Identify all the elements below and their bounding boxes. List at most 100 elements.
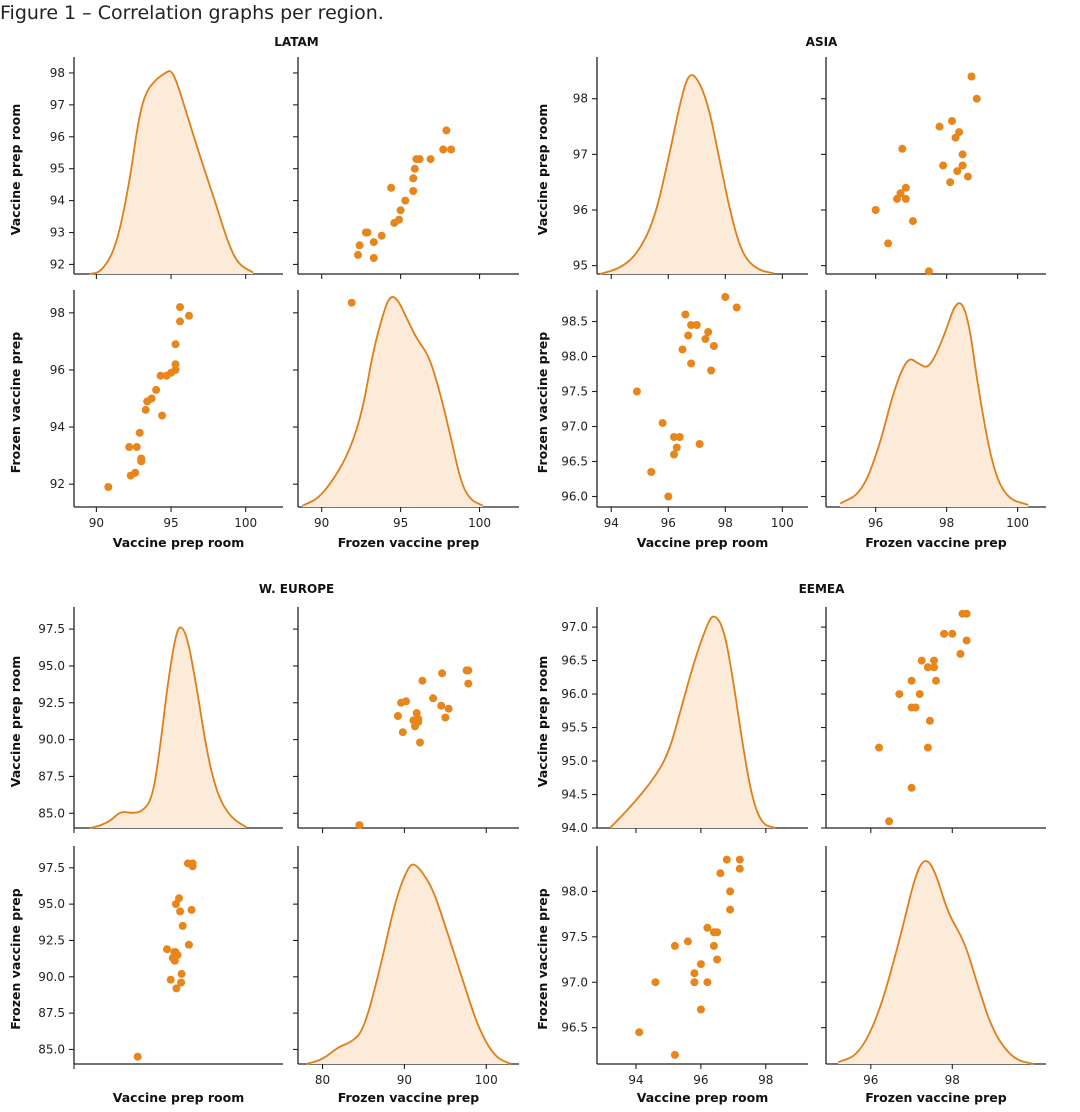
panel-density-room: 92 93 94 95 96 97 98 — [50, 57, 283, 279]
scatter-point — [464, 666, 473, 675]
scatter-point — [672, 443, 681, 452]
panel-density-frozen: 96 98 — [821, 846, 1046, 1087]
x-tick-label: 94 — [628, 1073, 643, 1087]
panel-scatter-bottom: 85.0 87.5 90.0 92.5 95.0 97.5 — [38, 846, 283, 1069]
scatter-point — [409, 174, 418, 183]
y-tick-label: 94 — [50, 420, 65, 434]
scatter-point — [958, 161, 967, 170]
y-axis-label: Vaccine prep room — [8, 104, 23, 236]
region-asia: ASIA 95 96 97 98 94 96 98 100 96.0 96.5 97.0 97.5 98.… — [535, 35, 1046, 550]
scatter-point — [871, 206, 880, 214]
scatter-point — [963, 172, 972, 181]
scatter-point — [152, 385, 161, 394]
y-tick-label: 97 — [50, 98, 65, 112]
y-axis-label: Frozen vaccine prep — [535, 332, 550, 474]
region-title: ASIA — [806, 35, 838, 49]
scatter-point — [647, 468, 656, 476]
x-tick-label: 98 — [939, 516, 954, 530]
y-tick-label: 97.0 — [561, 620, 588, 634]
scatter-point — [412, 709, 421, 718]
scatter-point — [726, 905, 735, 914]
panel-density-room: 95 96 97 98 — [573, 57, 808, 279]
scatter-point — [924, 267, 933, 276]
scatter-point — [429, 694, 438, 703]
region-title: W. EUROPE — [259, 582, 334, 596]
scatter-point — [166, 975, 175, 984]
density-line — [837, 860, 1034, 1065]
y-tick-label: 97.5 — [561, 385, 588, 399]
scatter-point — [678, 345, 687, 354]
scatter-point — [684, 331, 693, 340]
panel-density-room: 94.0 94.5 95.0 95.5 96.0 96.5 97.0 — [561, 607, 808, 835]
x-axis-label: Frozen vaccine prep — [338, 535, 480, 550]
density-line — [839, 302, 1029, 506]
y-tick-label: 92 — [50, 257, 65, 271]
y-tick-label: 96 — [50, 130, 65, 144]
scatter-point — [670, 433, 678, 441]
y-tick-label: 96.5 — [561, 455, 588, 469]
scatter-point — [104, 483, 113, 491]
density-line — [599, 74, 774, 275]
scatter-point — [884, 239, 893, 248]
x-tick-label: 100 — [771, 516, 794, 530]
scatter-point — [704, 328, 713, 336]
scatter-point — [732, 303, 741, 312]
scatter-point — [670, 1050, 679, 1059]
scatter-point — [713, 955, 722, 964]
scatter-point — [898, 144, 907, 153]
scatter-point — [687, 321, 696, 329]
scatter-point — [896, 189, 905, 198]
y-tick-label: 94 — [50, 194, 65, 208]
scatter-point — [387, 183, 396, 192]
y-tick-label: 95.0 — [38, 897, 65, 911]
x-axis-label: Vaccine prep room — [637, 535, 769, 550]
scatter-point — [911, 703, 920, 712]
scatter-point — [948, 117, 956, 125]
scatter-point — [464, 679, 473, 688]
x-tick-label: 98 — [945, 1073, 960, 1087]
scatter-point — [158, 411, 167, 420]
scatter-point — [184, 940, 193, 949]
scatter-point — [658, 419, 667, 427]
panel-scatter-bottom: 94 96 98 100 96.0 96.5 97.0 97.5 98.0 98.5 — [561, 290, 808, 530]
scatter-point — [687, 359, 696, 368]
y-tick-label: 98 — [50, 306, 65, 320]
scatter-point — [955, 128, 964, 137]
scatter-point — [187, 905, 196, 914]
scatter-point — [930, 656, 938, 665]
scatter-point — [137, 454, 146, 463]
y-tick-label: 96 — [50, 363, 65, 377]
density-fill — [89, 627, 247, 828]
scatter-point — [355, 821, 364, 830]
y-tick-label: 96.0 — [561, 687, 588, 701]
scatter-point — [437, 701, 446, 710]
scatter-point — [418, 676, 427, 685]
scatter-point — [133, 1052, 142, 1061]
scatter-point — [703, 923, 712, 932]
x-tick-label: 95 — [163, 516, 178, 530]
scatter-point — [967, 72, 976, 81]
scatter-point — [141, 405, 150, 414]
x-axis-label: Frozen vaccine prep — [338, 1090, 480, 1105]
scatter-point — [958, 150, 967, 159]
scatter-point — [901, 183, 910, 192]
x-tick-label: 95 — [393, 516, 408, 530]
scatter-point — [444, 704, 453, 713]
density-line — [305, 863, 512, 1065]
scatter-point — [713, 928, 722, 937]
x-tick-label: 96 — [693, 1073, 708, 1087]
y-tick-label: 96.5 — [561, 654, 588, 668]
figure-title: Figure 1 – Correlation graphs per region… — [0, 2, 384, 24]
scatter-point — [185, 311, 193, 320]
scatter-point — [393, 712, 402, 720]
y-tick-label: 92.5 — [38, 696, 65, 710]
scatter-point — [171, 340, 180, 349]
scatter-point — [171, 365, 180, 374]
panel-scatter-top — [293, 57, 519, 307]
scatter-point — [188, 859, 197, 868]
panel-density-frozen: 80 90 100 — [293, 846, 519, 1087]
scatter-point — [709, 342, 718, 350]
density-line — [88, 70, 254, 275]
scatter-point — [690, 969, 699, 978]
